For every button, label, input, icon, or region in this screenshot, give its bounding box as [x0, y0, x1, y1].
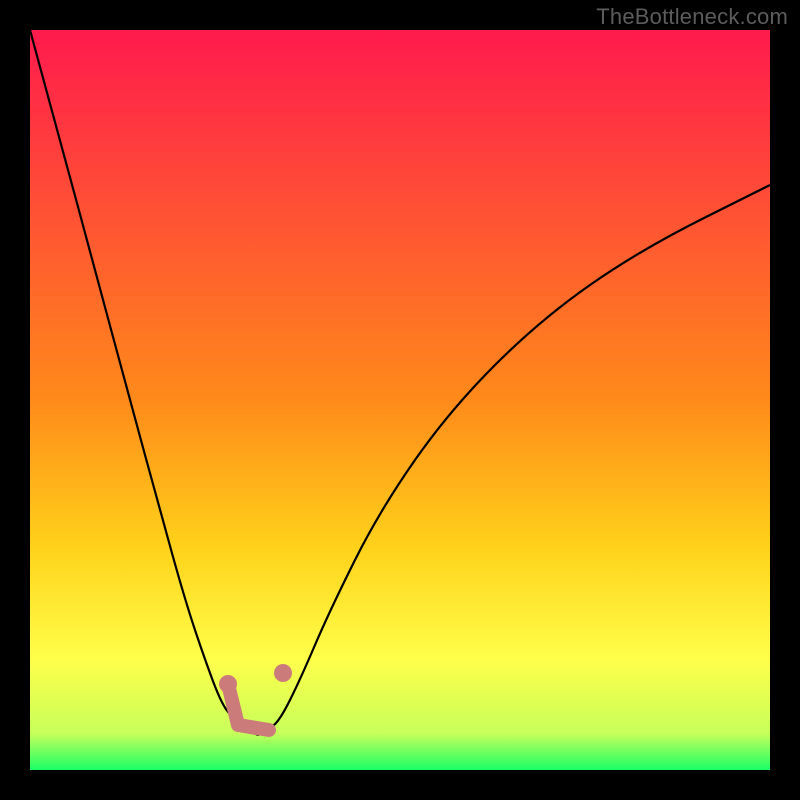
- watermark-text: TheBottleneck.com: [596, 4, 788, 30]
- highlight-dot: [219, 675, 237, 693]
- highlight-dot: [274, 664, 292, 682]
- curve-right-branch: [258, 185, 770, 735]
- chart-frame: TheBottleneck.com: [0, 0, 800, 800]
- highlight-dots: [219, 664, 292, 693]
- highlight-l-shape: [228, 684, 269, 730]
- chart-svg: [0, 0, 800, 800]
- curve-left-branch: [30, 30, 258, 735]
